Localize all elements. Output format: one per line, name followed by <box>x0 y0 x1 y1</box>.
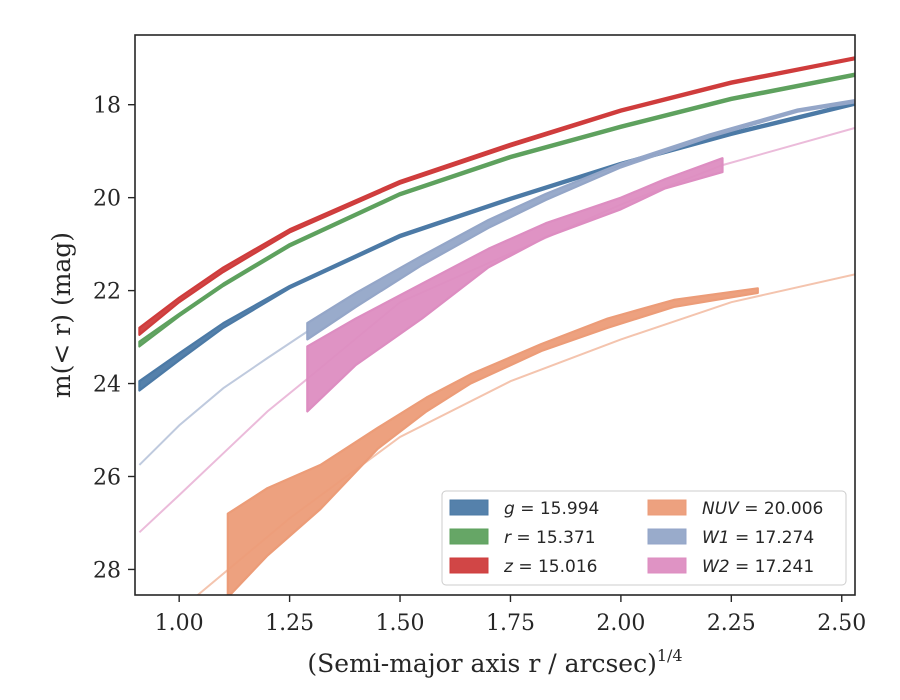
series-w2-extrapolation <box>138 126 855 534</box>
series-nuv-band <box>226 287 759 595</box>
legend-swatch-g <box>449 499 489 516</box>
x-tick-label-1.25: 1.25 <box>265 611 314 636</box>
series-w1 <box>138 98 855 466</box>
x-tick-label-2.50: 2.50 <box>817 611 866 636</box>
legend-swatch-r <box>449 528 489 545</box>
series-r-band <box>138 72 855 348</box>
series-w1-extrapolation <box>138 330 308 466</box>
legend-label-w1: W1 = 17.274 <box>702 528 814 548</box>
y-tick-label-20: 20 <box>93 187 121 212</box>
legend-label-g: g = 15.994 <box>504 499 599 519</box>
series-layer <box>138 56 855 595</box>
legend-frame <box>441 490 847 586</box>
series-w2 <box>138 126 855 534</box>
legend-swatch-z <box>449 557 489 574</box>
legend-swatch-w2 <box>647 557 687 574</box>
legend-item-z: z = 15.016 <box>449 557 597 577</box>
series-nuv <box>196 273 855 595</box>
x-axis-label: (Semi-major axis r / arcsec)1/4 <box>307 646 682 678</box>
series-nuv-extrapolation <box>196 273 855 595</box>
x-tick-label-1.50: 1.50 <box>376 611 425 636</box>
legend-label-w2: W2 = 17.241 <box>702 557 814 577</box>
legend: g = 15.994 r = 15.371 z = 15.016 NUV = 20.0… <box>441 490 847 586</box>
legend-item-r: r = 15.371 <box>449 528 596 548</box>
legend-item-w1: W1 = 17.274 <box>647 528 814 548</box>
x-tick-label-1.00: 1.00 <box>155 611 204 636</box>
legend-item-w2: W2 = 17.241 <box>647 557 814 577</box>
legend-label-r: r = 15.371 <box>504 528 596 548</box>
legend-label-z: z = 15.016 <box>503 557 597 577</box>
y-axis: 18 20 22 24 26 28 <box>93 94 135 583</box>
legend-swatch-nuv <box>647 499 687 516</box>
y-tick-label-22: 22 <box>93 280 121 305</box>
series-g-band <box>138 101 855 392</box>
x-tick-label-1.75: 1.75 <box>486 611 535 636</box>
x-axis: 1.00 1.25 1.50 1.75 2.00 2.25 2.50 <box>155 595 866 636</box>
series-z <box>138 56 855 336</box>
y-tick-label-28: 28 <box>93 558 121 583</box>
series-w1-band <box>306 98 855 341</box>
y-tick-label-24: 24 <box>93 373 121 398</box>
legend-item-nuv: NUV = 20.006 <box>647 499 823 519</box>
x-axis-label-text: (Semi-major axis r / arcsec) <box>307 649 656 678</box>
x-axis-label-exponent: 1/4 <box>657 646 683 665</box>
series-w2-band <box>306 157 724 413</box>
x-tick-label-2.25: 2.25 <box>707 611 756 636</box>
series-g <box>138 101 855 392</box>
y-tick-label-18: 18 <box>93 94 121 119</box>
y-axis-label: m(< r) (mag) <box>47 232 76 398</box>
plot-frame <box>134 34 856 596</box>
series-r <box>138 72 855 348</box>
x-tick-label-2.00: 2.00 <box>596 611 645 636</box>
legend-label-nuv: NUV = 20.006 <box>702 499 823 519</box>
legend-swatch-w1 <box>647 528 687 545</box>
legend-item-g: g = 15.994 <box>449 499 599 519</box>
series-z-band <box>138 56 855 336</box>
y-tick-label-26: 26 <box>93 465 121 490</box>
